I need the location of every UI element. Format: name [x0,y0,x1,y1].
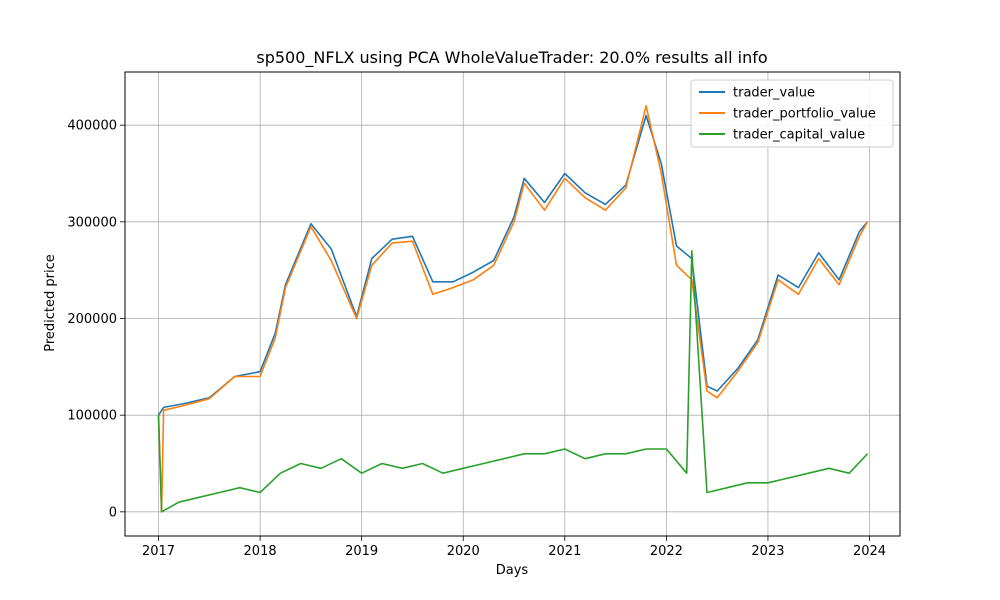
x-tick-label: 2017 [142,544,175,559]
plot-area [124,71,901,537]
x-tick-label: 2023 [751,544,784,559]
series-line-trader-capital-value [157,250,869,513]
legend-box [690,79,894,148]
y-tick-label: 0 [109,505,117,520]
y-tick-label: 100000 [67,409,117,424]
legend-label: trader_portfolio_value [733,107,876,122]
y-tick-label: 200000 [67,312,117,327]
series-layer [157,105,869,513]
x-tick-label: 2020 [447,544,480,559]
x-tick-label: 2021 [548,544,581,559]
x-tick-label: 2024 [853,544,886,559]
grid [125,72,900,536]
y-tick-label: 300000 [67,215,117,230]
series-line-trader-portfolio-value [157,105,869,513]
axis-ticks: 2017 2018 2019 2020 2021 2022 2023 2024 0 100000 2… [67,119,886,559]
legend: trader_value trader_portfolio_valuetrader… [690,79,894,148]
x-tick-label: 2019 [345,544,378,559]
legend-label: trader_value [733,86,815,101]
y-tick-label: 400000 [67,119,117,134]
x-axis-label: Days [496,563,529,578]
x-tick-label: 2022 [650,544,683,559]
y-axis-label: Predicted price [43,254,58,352]
legend-label: trader_capital_value [733,128,865,143]
chart-title: sp500_NFLX using PCA WholeValueTrader: 2… [256,48,767,68]
x-tick-label: 2018 [244,544,277,559]
series-line-trader-value [157,114,869,416]
